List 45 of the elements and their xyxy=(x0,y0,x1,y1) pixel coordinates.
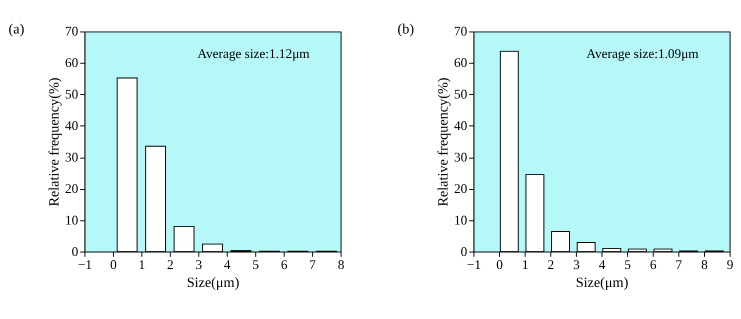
x-tick-label: 7 xyxy=(676,257,683,272)
y-axis-title: Relative frequency(%) xyxy=(46,77,62,207)
x-tick-label: 6 xyxy=(650,257,657,272)
y-tick-label: 0 xyxy=(72,244,79,259)
annotation: Average size:1.12μm xyxy=(197,46,310,62)
y-tick-label: 20 xyxy=(454,180,468,196)
y-tick-label: 70 xyxy=(65,24,79,39)
x-tick-label: 0 xyxy=(110,257,118,272)
x-tick-label: 8 xyxy=(701,257,708,272)
x-tick-label: 1 xyxy=(138,257,146,272)
y-tick-label: 10 xyxy=(65,212,79,228)
y-tick-label: 40 xyxy=(65,118,79,134)
x-tick-label: 5 xyxy=(252,257,260,272)
y-tick-label: 70 xyxy=(454,24,468,39)
y-tick-label: 60 xyxy=(65,55,79,70)
x-tick-label: 2 xyxy=(166,257,174,272)
chart-title: (b) xyxy=(398,21,414,38)
y-tick-label: 50 xyxy=(454,86,468,102)
y-tick-label: 0 xyxy=(460,244,468,259)
x-tick-label: −1 xyxy=(466,257,481,272)
x-tick-label: 5 xyxy=(624,257,632,272)
x-tick-label: 0 xyxy=(496,257,504,272)
y-tick-label: 60 xyxy=(454,55,468,70)
x-tick-label: 8 xyxy=(338,257,345,272)
x-tick-label: 7 xyxy=(309,257,316,272)
x-axis-title: Size(μm) xyxy=(576,275,629,292)
x-tick-label: 6 xyxy=(280,257,288,272)
x-tick-label: 2 xyxy=(547,257,554,272)
x-axis-title: Size(μm) xyxy=(186,275,240,292)
x-tick-label: 9 xyxy=(726,257,734,272)
y-axis-title: Relative frequency(%) xyxy=(435,77,452,207)
x-tick-label: 3 xyxy=(195,257,202,272)
y-tick-label: 20 xyxy=(65,180,79,196)
y-tick-label: 30 xyxy=(65,150,79,165)
chart-title: (a) xyxy=(8,21,25,38)
y-tick-label: 30 xyxy=(454,150,468,165)
x-tick-label: −1 xyxy=(78,257,92,272)
y-tick-label: 40 xyxy=(454,118,468,134)
x-tick-label: 3 xyxy=(573,257,580,272)
y-tick-label: 50 xyxy=(65,86,79,102)
annotation: Average size:1.09μm xyxy=(586,46,700,62)
x-tick-label: 4 xyxy=(224,257,231,272)
y-tick-label: 10 xyxy=(454,212,468,228)
x-tick-label: 1 xyxy=(522,257,528,272)
x-tick-label: 4 xyxy=(598,257,606,272)
